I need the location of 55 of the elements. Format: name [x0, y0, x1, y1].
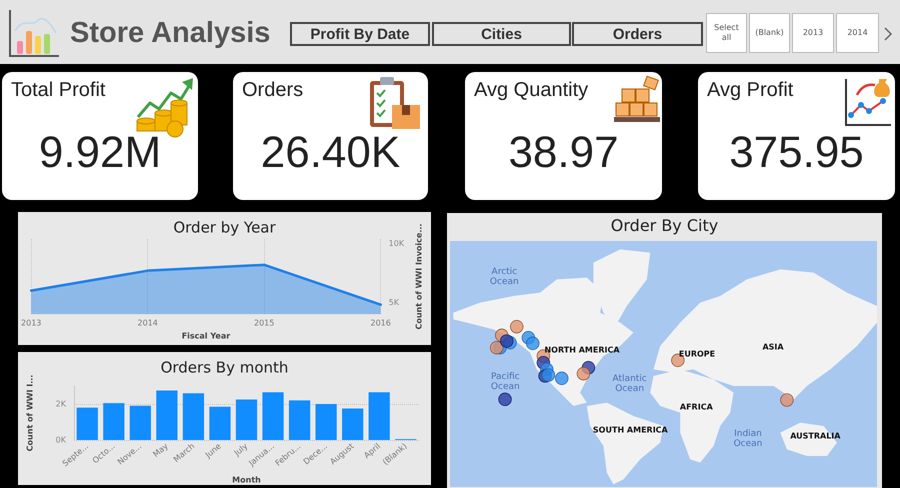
bar	[182, 393, 204, 440]
bar	[76, 408, 98, 440]
bar	[368, 392, 390, 440]
text: Orders	[242, 79, 304, 102]
text: Select all	[706, 13, 747, 53]
bar	[236, 400, 258, 440]
text: Pacific Ocean	[490, 372, 521, 392]
text: Total Profit	[11, 79, 106, 102]
text: Avg Profit	[707, 79, 794, 102]
chart-title: Orders By month	[160, 358, 288, 376]
text: 375.95	[728, 128, 865, 178]
bar	[209, 406, 231, 440]
text: ASIA	[762, 342, 784, 352]
text: Cities	[432, 22, 571, 46]
text: Arctic Ocean	[488, 266, 520, 287]
x-axis-title: Month	[232, 476, 262, 484]
bar	[262, 392, 284, 440]
bar	[130, 406, 151, 440]
text: EUROPE	[678, 349, 716, 358]
bar	[316, 404, 337, 440]
y-tick-label: 10K	[388, 239, 405, 248]
y-axis-title: Count of WWI Invoice...	[414, 224, 424, 330]
bar	[342, 408, 364, 440]
text: SOUTH AMERICA	[592, 425, 668, 434]
text: Atlantic Ocean	[612, 374, 648, 394]
x-tick-label: 2016	[370, 318, 391, 328]
text: AFRICA	[680, 402, 713, 412]
x-axis-title: Fiscal Year	[182, 332, 230, 340]
text: Orders	[572, 22, 703, 46]
x-tick-label: May	[151, 441, 170, 460]
text: Order By City	[610, 216, 720, 235]
bar	[103, 403, 124, 440]
text: 2013	[792, 13, 834, 53]
x-tick-label: 2015	[254, 318, 274, 328]
text: 38.97	[507, 128, 620, 178]
text: Indian Ocean	[732, 428, 764, 449]
text: Store Analysis	[70, 17, 270, 50]
x-tick-label: 2013	[21, 318, 42, 328]
text: 9.92M	[38, 128, 162, 178]
text: Profit By Date	[290, 22, 430, 46]
bar	[156, 390, 178, 440]
text: 2014	[836, 13, 879, 53]
y-axis-title: Count of WWI I...	[26, 374, 34, 452]
text: AUSTRALIA	[790, 431, 840, 440]
y-tick-label: 0K	[56, 436, 67, 444]
x-tick-label: 2014	[138, 318, 158, 328]
chart-title: Order by Year	[173, 218, 276, 236]
text: (Blank)	[749, 13, 790, 53]
text: NORTH AMERICA	[544, 345, 620, 354]
text: Avg Quantity	[474, 79, 588, 102]
text: 26.40K	[260, 128, 402, 178]
y-tick-label: 5K	[388, 298, 400, 307]
bar	[288, 400, 310, 440]
y-tick-label: 2K	[56, 400, 67, 408]
x-tick-label: July	[232, 441, 250, 458]
